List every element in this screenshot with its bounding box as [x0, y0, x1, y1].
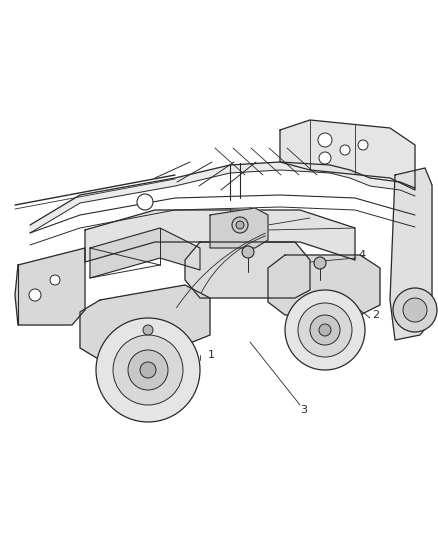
Circle shape: [29, 289, 41, 301]
Circle shape: [314, 257, 326, 269]
Polygon shape: [30, 162, 415, 233]
Circle shape: [319, 152, 331, 164]
Circle shape: [242, 246, 254, 258]
Polygon shape: [268, 255, 380, 315]
Polygon shape: [80, 285, 210, 360]
Polygon shape: [210, 208, 268, 248]
Circle shape: [96, 318, 200, 422]
Polygon shape: [15, 248, 85, 325]
Polygon shape: [90, 228, 200, 278]
Circle shape: [143, 325, 153, 335]
Text: 1: 1: [208, 350, 215, 360]
Polygon shape: [185, 242, 310, 298]
Circle shape: [113, 335, 183, 405]
Polygon shape: [390, 168, 432, 340]
Circle shape: [285, 290, 365, 370]
Circle shape: [236, 221, 244, 229]
Polygon shape: [85, 210, 355, 262]
Circle shape: [393, 288, 437, 332]
Text: 2: 2: [372, 310, 379, 320]
Circle shape: [128, 350, 168, 390]
Circle shape: [358, 140, 368, 150]
Circle shape: [403, 298, 427, 322]
Circle shape: [298, 303, 352, 357]
Circle shape: [319, 324, 331, 336]
Circle shape: [340, 145, 350, 155]
Circle shape: [140, 362, 156, 378]
Polygon shape: [280, 120, 415, 190]
Text: 3: 3: [300, 405, 307, 415]
Circle shape: [137, 194, 153, 210]
Circle shape: [232, 217, 248, 233]
Circle shape: [50, 275, 60, 285]
Circle shape: [310, 315, 340, 345]
Text: 4: 4: [358, 250, 365, 260]
Circle shape: [318, 133, 332, 147]
